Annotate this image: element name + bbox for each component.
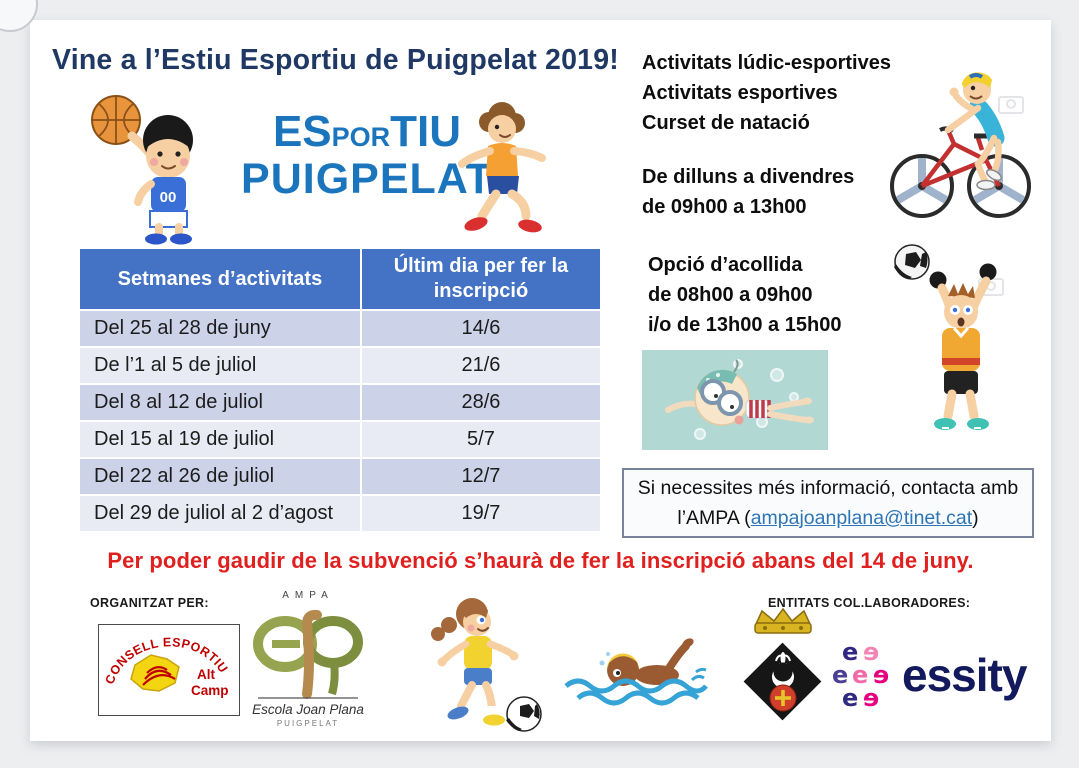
organized-by-label: ORGANITZAT PER:	[90, 596, 209, 610]
ampa-joan-plana-logo: AMPA Escola Joan Plana PUIGPELAT	[252, 590, 364, 728]
activities-text: Activitats lúdic-esportives Activitats e…	[642, 48, 891, 222]
ampa-acronym: AMPA	[282, 590, 334, 601]
camp-logo-text: ESporTIU PUIGPELAT	[222, 108, 512, 202]
swimming-boy-illustration	[564, 638, 708, 706]
info-text: Si necessites més informació, contacta a…	[637, 477, 1019, 529]
school-town-text: PUIGPELAT	[277, 719, 339, 728]
svg-text:e: e	[842, 638, 858, 666]
table-row: Del 15 al 19 de juliol 5/7	[78, 420, 603, 459]
table-row: Del 29 de juliol al 2 d’agost 19/7	[78, 494, 603, 533]
table-row: Del 8 al 12 de juliol 28/6	[78, 383, 603, 422]
puigpelat-crest	[743, 607, 822, 721]
ampa-email-link[interactable]: ampajoanplana@tinet.cat	[750, 507, 973, 529]
week-cell: De l’1 al 5 de juliol	[78, 346, 362, 385]
info-box: Si necessites més informació, contacta a…	[622, 468, 1034, 538]
school-script-text: Escola Joan Plana	[252, 702, 364, 717]
cyclist-illustration	[890, 72, 1031, 218]
svg-text:e: e	[832, 661, 848, 689]
goalkeeper-boy-illustration	[894, 244, 997, 430]
essity-logo: e ɘ e e ɘ e ɘ essity	[830, 638, 1027, 712]
running-boy-illustration	[458, 102, 546, 233]
jersey-number: 00	[160, 189, 177, 206]
camp-logo-line2: PUIGPELAT	[241, 154, 493, 203]
deadline-cell: 5/7	[359, 420, 603, 459]
activity-line: Activitats esportives	[642, 82, 838, 104]
collaborators-label: ENTITATS COL.LABORADORES:	[768, 596, 971, 610]
footballer-girl-illustration	[431, 598, 542, 732]
camp-logo-line1: ESporTIU	[222, 108, 512, 156]
consell-esportiu-logo: CONSELL ESPORTIU Alt Camp	[98, 624, 240, 716]
watermark-icon	[998, 96, 1024, 114]
table-row: Del 25 al 28 de juny 14/6	[78, 309, 603, 348]
info-text-suffix: )	[972, 507, 979, 529]
acollida-line: Opció d’acollida	[648, 254, 803, 276]
week-cell: Del 25 al 28 de juny	[78, 309, 362, 348]
acollida-text: Opció d’acollida de 08h00 a 09h00 i/o de…	[648, 250, 841, 340]
schedule-table: Setmanes d’activitats Últim dia per fer …	[78, 247, 603, 533]
svg-text:ɘ: ɘ	[873, 661, 889, 689]
week-cell: Del 8 al 12 de juliol	[78, 383, 362, 422]
basketball-boy-illustration: 00	[91, 95, 193, 245]
deadline-cell: 19/7	[359, 494, 603, 533]
schedule-line: de 09h00 a 13h00	[642, 196, 807, 218]
activity-line: Activitats lúdic-esportives	[642, 52, 891, 74]
svg-text:ɘ: ɘ	[863, 638, 879, 666]
table-header-row: Setmanes d’activitats Últim dia per fer …	[78, 247, 603, 311]
logo-part-por: por	[331, 122, 391, 152]
camp-text: Camp	[191, 683, 229, 698]
alt-camp-map-shape	[130, 654, 180, 692]
svg-text:e: e	[842, 684, 858, 712]
essity-leaf-symbol: e ɘ e e ɘ e ɘ	[832, 638, 889, 712]
svg-text:e: e	[852, 661, 868, 689]
svg-text:ɘ: ɘ	[863, 684, 879, 712]
alt-text: Alt	[197, 667, 216, 682]
logo-part-tiu: TIU	[390, 107, 462, 156]
table-row: De l’1 al 5 de juliol 21/6	[78, 346, 603, 385]
flyer-page: Vine a l’Estiu Esportiu de Puigpelat 201…	[30, 20, 1051, 741]
deadline-cell: 21/6	[359, 346, 603, 385]
activity-line: Curset de natació	[642, 112, 810, 134]
acollida-line: de 08h00 a 09h00	[648, 284, 813, 306]
week-cell: Del 22 al 26 de juliol	[78, 457, 362, 496]
table-row: Del 22 al 26 de juliol 12/7	[78, 457, 603, 496]
page-title: Vine a l’Estiu Esportiu de Puigpelat 201…	[52, 44, 619, 76]
header-ultim-dia: Últim dia per fer la inscripció	[359, 247, 603, 311]
header-setmanes: Setmanes d’activitats	[78, 247, 362, 311]
deadline-cell: 28/6	[359, 383, 603, 422]
subsidy-notice: Per poder gaudir de la subvenció s’haurà…	[107, 548, 974, 573]
week-cell: Del 29 de juliol al 2 d’agost	[78, 494, 362, 533]
deadline-cell: 12/7	[359, 457, 603, 496]
schedule-line: De dilluns a divendres	[642, 166, 855, 188]
logo-part-es: ES	[272, 107, 332, 156]
essity-wordmark: essity	[902, 649, 1027, 701]
floating-swimmer-illustration	[642, 350, 828, 450]
week-cell: Del 15 al 19 de juliol	[78, 420, 362, 459]
acollida-line: i/o de 13h00 a 15h00	[648, 314, 842, 336]
deadline-cell: 14/6	[359, 309, 603, 348]
